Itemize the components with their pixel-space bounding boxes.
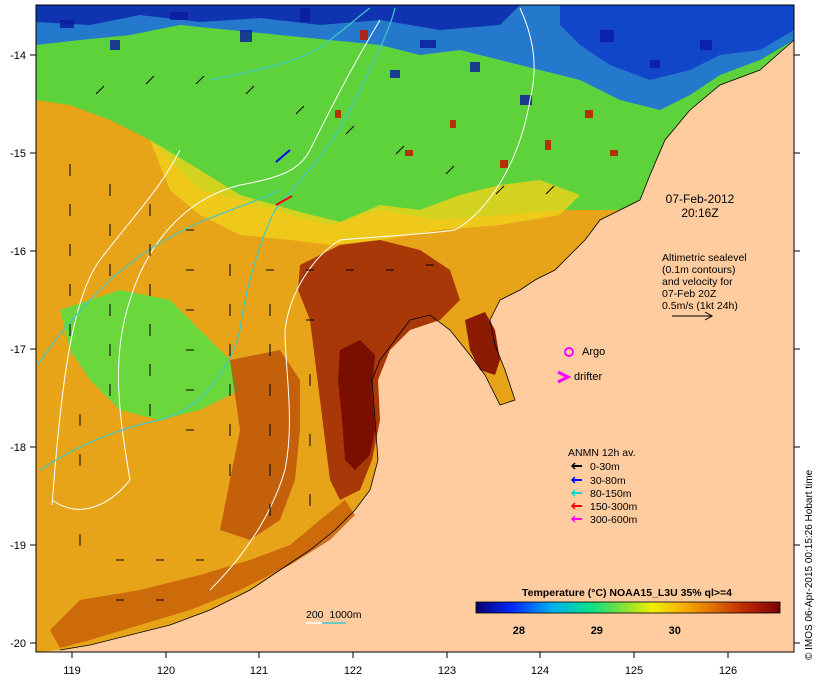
- lat-tick: -18: [10, 442, 800, 454]
- anmn-legend-label: 30-80m: [590, 475, 626, 487]
- current-vector-red: [275, 195, 293, 206]
- anmn-legend-item: 30-80m: [570, 475, 626, 487]
- lon-tick: 125: [625, 652, 643, 677]
- lat-tick: -17: [10, 344, 800, 356]
- anmn-legend-label: 0-30m: [590, 461, 620, 473]
- cool-water-west: [60, 290, 240, 420]
- lon-tick-label: 119: [63, 665, 81, 677]
- altimetry-note-line: Altimetric sealevel: [662, 252, 747, 264]
- lat-axis: -14 -15 -16 -17 -18 -19 -20: [10, 50, 800, 650]
- current-vector-blue: [275, 149, 291, 163]
- lat-tick: -16: [10, 246, 800, 258]
- altimetry-note-line: 07-Feb 20Z: [662, 288, 717, 300]
- credit-text: © IMOS 06-Apr-2015 00:15:26 Hobart time: [804, 469, 815, 660]
- lon-tick-label: 125: [625, 665, 643, 677]
- anmn-legend-item: 150-300m: [570, 501, 638, 513]
- lon-axis: 119 120 121 122 123 124 125 126: [63, 652, 737, 677]
- timestamp-time: 20:16Z: [681, 206, 718, 220]
- lon-tick: 126: [719, 652, 737, 677]
- lon-tick-label: 123: [438, 665, 456, 677]
- arrow-left-icon: [570, 462, 576, 470]
- lat-tick-label: -20: [10, 638, 26, 650]
- cold-water-core: [36, 5, 520, 30]
- lat-tick-label: -19: [10, 540, 26, 552]
- colorbar-tick-label: 30: [669, 625, 681, 637]
- lon-tick-label: 124: [531, 665, 549, 677]
- coastline: [59, 39, 794, 651]
- lon-tick: 122: [344, 652, 362, 677]
- altimetry-note: Altimetric sealevel (0.1m contours) and …: [662, 252, 747, 321]
- arrow-left-icon: [570, 515, 576, 523]
- argo-label: Argo: [582, 346, 605, 358]
- anmn-legend-item: 300-600m: [570, 514, 638, 526]
- argo-circle-icon: [564, 347, 574, 357]
- lon-tick: 121: [250, 652, 268, 677]
- colorbar-title: Temperature (°C) NOAA15_L3U 35% ql>=4: [522, 587, 732, 599]
- lon-tick: 124: [531, 652, 549, 677]
- arrow-left-icon: [570, 476, 576, 484]
- lat-tick-label: -17: [10, 344, 26, 356]
- lon-tick-label: 126: [719, 665, 737, 677]
- drifter-label: drifter: [574, 371, 602, 383]
- lon-tick-label: 122: [344, 665, 362, 677]
- colorbar-tick-label: 28: [513, 625, 525, 637]
- lon-tick: 123: [438, 652, 456, 677]
- lon-tick-label: 121: [250, 665, 268, 677]
- sealevel-contours: [51, 7, 535, 591]
- altimetry-note-line: (0.1m contours): [662, 264, 736, 276]
- lat-tick: -15: [10, 148, 800, 160]
- lon-tick-label: 120: [157, 665, 175, 677]
- lat-tick-label: -14: [10, 50, 26, 62]
- sst-speckle-north: [60, 8, 712, 105]
- arrow-left-icon: [570, 502, 576, 510]
- anmn-legend-label: 150-300m: [590, 501, 638, 513]
- timestamp: 07-Feb-2012 20:16Z: [666, 192, 735, 220]
- bathymetry-label: 200 1000m: [306, 609, 362, 621]
- anmn-legend-item: 80-150m: [570, 488, 632, 500]
- colorbar-ticks: 28 29 30: [513, 625, 681, 637]
- colorbar-ramp: [475, 601, 781, 614]
- lat-tick-label: -15: [10, 148, 26, 160]
- warm-shelf-mid: [220, 350, 300, 540]
- warm-coastal-water: [298, 240, 460, 500]
- mid-water-band: [150, 140, 580, 245]
- lon-tick: 120: [157, 652, 175, 677]
- lat-tick-label: -16: [10, 246, 26, 258]
- drifter-chevron-icon: [557, 370, 572, 384]
- timestamp-date: 07-Feb-2012: [666, 192, 735, 206]
- anmn-legend-label: 80-150m: [590, 488, 632, 500]
- anmn-legend-item: 0-30m: [570, 461, 620, 473]
- warm-shelf-south: [50, 500, 355, 648]
- lat-tick: -19: [10, 540, 800, 552]
- lat-tick: -20: [10, 638, 800, 650]
- lat-tick: -14: [10, 50, 800, 62]
- altimetry-note-line: and velocity for: [662, 276, 733, 288]
- colorbar-tick-label: 29: [591, 625, 603, 637]
- drifter-marker: drifter: [557, 370, 602, 384]
- anmn-legend-label: 300-600m: [590, 514, 638, 526]
- bathymetry-contours: [37, 7, 396, 471]
- anmn-legend: ANMN 12h av. 0-30m 30-80m 80-150m 150-30…: [568, 447, 638, 526]
- sst-speckle-red: [335, 30, 618, 168]
- lat-tick-label: -18: [10, 442, 26, 454]
- scale-arrow-icon: [672, 311, 714, 321]
- colorbar: Temperature (°C) NOAA15_L3U 35% ql>=4 28…: [475, 587, 781, 637]
- altimetry-note-line: 0.5m/s (1kt 24h): [662, 300, 738, 312]
- lon-tick: 119: [63, 652, 81, 677]
- current-vectors: [69, 75, 555, 601]
- arrow-left-icon: [570, 489, 576, 497]
- hot-coastal-core: [338, 340, 375, 470]
- plot-frame: [35, 4, 795, 653]
- cold-water-east: [560, 5, 794, 80]
- map-plot-area: [36, 5, 794, 652]
- argo-marker: Argo: [564, 346, 605, 358]
- anmn-legend-title: ANMN 12h av.: [568, 447, 636, 459]
- bathymetry-legend: 200 1000m: [306, 609, 362, 624]
